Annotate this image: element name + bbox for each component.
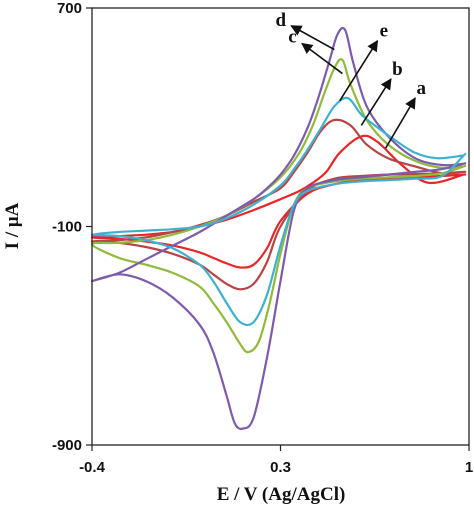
x-tick-label: 1	[465, 459, 473, 476]
annotation-arrow-d	[290, 25, 335, 51]
curve-label-b: b	[392, 59, 403, 80]
annotation-arrow-a	[384, 97, 416, 149]
curve-label-c: c	[288, 26, 296, 47]
curve-label-d: d	[275, 10, 286, 31]
series-c-curve	[90, 58, 467, 354]
x-axis-title: E / V (Ag/AgCl)	[217, 484, 346, 505]
y-tick-label: 700	[57, 0, 82, 17]
y-axis-title: I / μA	[2, 202, 23, 249]
annotation-layer: ab cd e	[275, 10, 426, 149]
y-tick-label: -100	[52, 219, 82, 236]
x-tick-label: -0.4	[79, 459, 106, 476]
series-e-curve	[90, 96, 467, 327]
curve-label-e: e	[380, 21, 388, 42]
annotation-arrow-e	[339, 39, 379, 102]
curves-layer	[90, 26, 467, 430]
ticks-layer: -0.4 0.3 1 700 -100 -900	[52, 0, 473, 476]
annotation-arrow-c	[301, 42, 343, 75]
annotation-arrow-b	[360, 78, 392, 126]
x-tick-label: 0.3	[270, 459, 291, 476]
curve-label-a: a	[416, 78, 426, 99]
y-tick-label: -900	[52, 437, 82, 454]
